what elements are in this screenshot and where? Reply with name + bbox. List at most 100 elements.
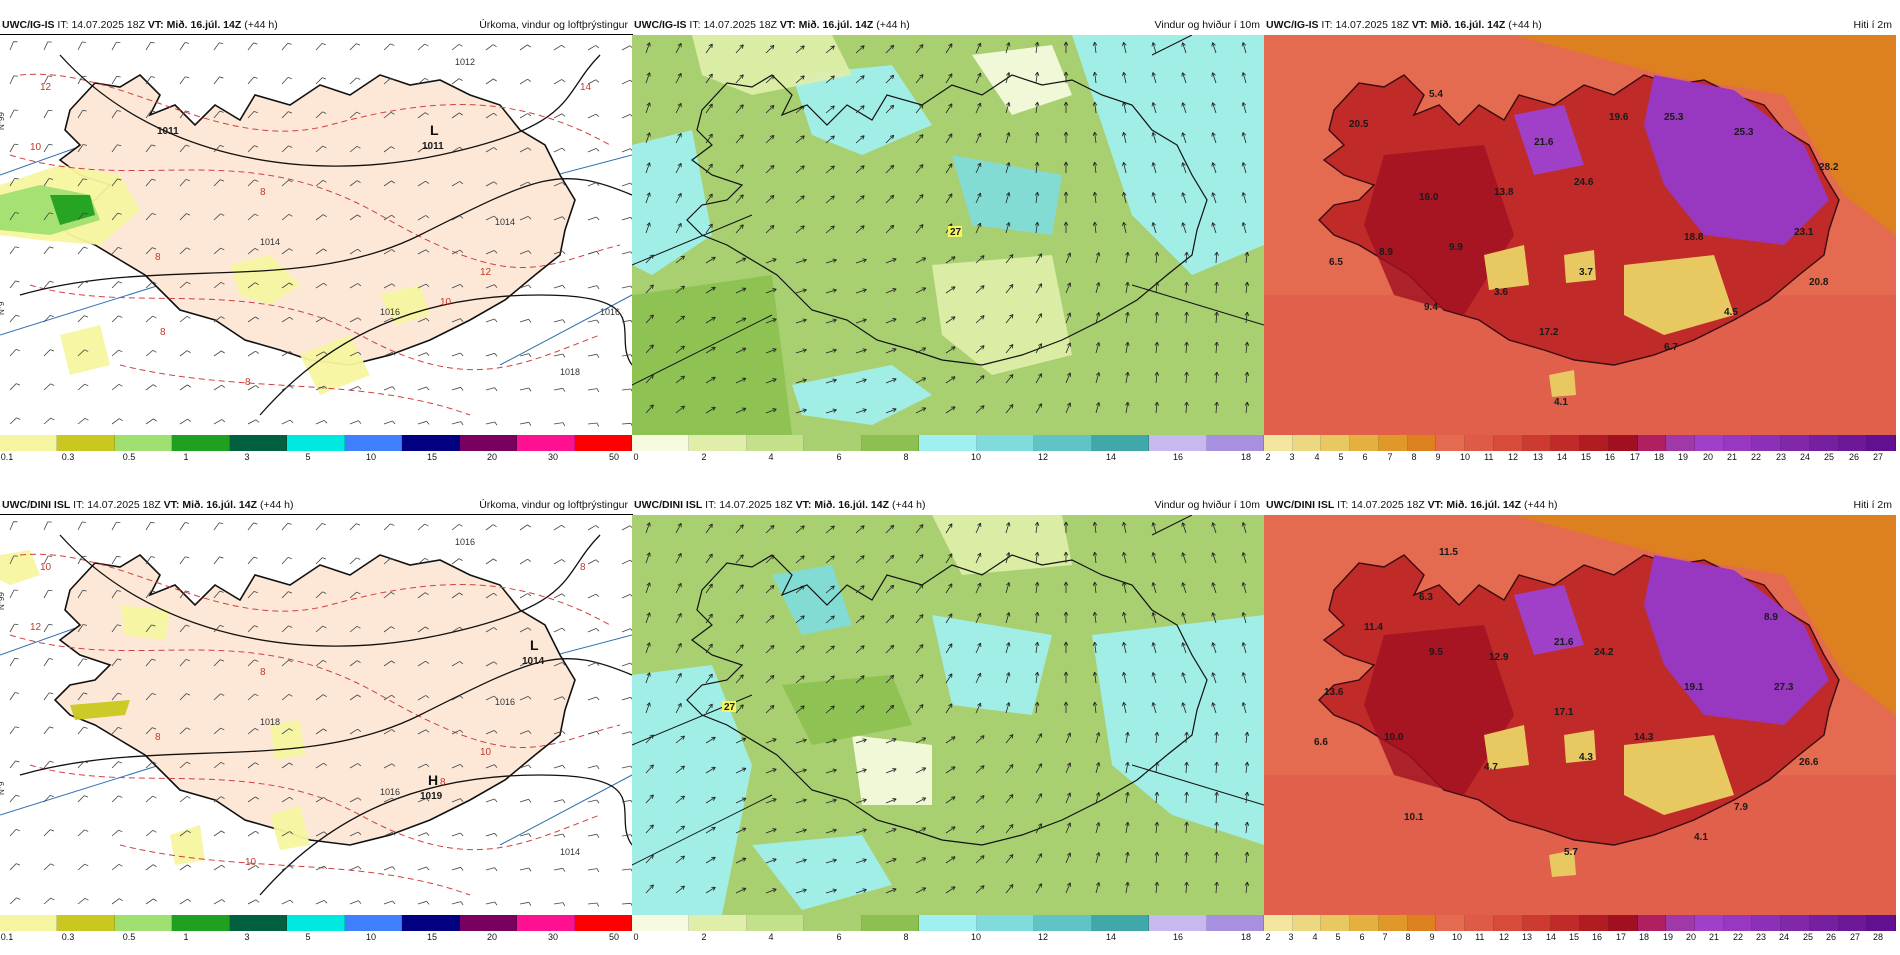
colorbar-tick-label: 8 — [1405, 932, 1410, 942]
it-label: IT: — [689, 19, 700, 31]
map-canvas: L101110111012101410141016101810161210888… — [0, 35, 632, 435]
temp-colorbar — [1264, 435, 1896, 451]
colorbar-tick-label: 4 — [768, 932, 773, 942]
colorbar-segment — [862, 435, 919, 451]
colorbar-segment — [575, 435, 632, 451]
temperature-value: 6.7 — [1664, 342, 1678, 353]
temperature-value: 20.5 — [1349, 119, 1369, 130]
vt-value: Mið. 16.júl. 14Z — [167, 19, 242, 31]
colorbar-tick-label: 8 — [1411, 452, 1416, 462]
temperature-contour-label: 10 — [30, 142, 42, 153]
temperature-value: 8.9 — [1379, 247, 1393, 258]
it-label: IT: — [73, 499, 84, 511]
temperature-value: 19.6 — [1609, 112, 1629, 123]
model-name: UWC/DINI ISL — [2, 499, 70, 511]
it-value: 14.07.2025 18Z — [87, 499, 161, 511]
colorbar-tick-label: 6 — [836, 452, 841, 462]
colorbar-tick-label: 16 — [1173, 932, 1183, 942]
temperature-contour-label: 8 — [245, 377, 251, 388]
temperature-value: 3.7 — [1579, 267, 1593, 278]
colorbar-tick-label: 15 — [427, 932, 437, 942]
colorbar-segment — [402, 435, 459, 451]
model-name: UWC/DINI ISL — [1266, 499, 1334, 511]
run-info: UWC/DINI ISL IT: 14.07.2025 18Z VT: Mið.… — [1266, 495, 1558, 515]
colorbar-segment — [1264, 435, 1293, 451]
colorbar-segment — [345, 435, 402, 451]
colorbar-tick-label: 18 — [1639, 932, 1649, 942]
vt-label: VT: — [1428, 499, 1444, 511]
colorbar-tick-label: 6 — [1359, 932, 1364, 942]
run-info: UWC/IG-IS IT: 14.07.2025 18Z VT: Mið. 16… — [634, 15, 910, 35]
colorbar-tick-label: 5 — [1335, 932, 1340, 942]
temperature-contour-label: 8 — [260, 667, 266, 678]
colorbar-segment — [632, 435, 689, 451]
isobar-value: 1014 — [260, 237, 280, 247]
isobar-value: 1016 — [495, 697, 515, 707]
temperature-value: 7.9 — [1734, 802, 1748, 813]
colorbar-segment — [1293, 435, 1322, 451]
temperature-value: 12.9 — [1489, 652, 1509, 663]
temperature-value: 10.0 — [1384, 732, 1404, 743]
colorbar-segment — [1695, 435, 1724, 451]
colorbar-tick-label: 16 — [1605, 452, 1615, 462]
isobar-value: 1018 — [260, 717, 280, 727]
colorbar-segment — [345, 915, 402, 931]
colorbar-segment — [1724, 915, 1753, 931]
temperature-contour-label: 10 — [245, 857, 257, 868]
colorbar-tick-label: 12 — [1508, 452, 1518, 462]
colorbar-tick-label: 14 — [1106, 932, 1116, 942]
panel-title: Vindur og hviður í 10m — [1155, 495, 1260, 515]
isobar-value: 1014 — [495, 217, 515, 227]
colorbar-segment — [402, 915, 459, 931]
it-value: 14.07.2025 18Z — [703, 19, 777, 31]
colorbar-segment — [689, 435, 746, 451]
colorbar-tick-label: 0 — [633, 452, 638, 462]
temperature-value: 18.8 — [1684, 232, 1704, 243]
isobar-value: 1016 — [455, 537, 475, 547]
wind-speed-area — [632, 275, 792, 435]
colorbar-tick-label: 6 — [1362, 452, 1367, 462]
colorbar-tick-label: 10 — [971, 932, 981, 942]
wind-panel-top: UWC/IG-IS IT: 14.07.2025 18Z VT: Mið. 16… — [632, 15, 1264, 475]
colorbar-tick-label: 10 — [366, 452, 376, 462]
colorbar-segment — [862, 915, 919, 931]
map-canvas: L1014H1019101610181016101610141012881081… — [0, 515, 632, 915]
colorbar-tick-label: 50 — [609, 452, 619, 462]
panel-header: UWC/IG-IS IT: 14.07.2025 18Z VT: Mið. 16… — [0, 15, 632, 35]
colorbar-segment — [230, 435, 287, 451]
colorbar-segment — [172, 915, 229, 931]
colorbar-tick-label: 10 — [971, 452, 981, 462]
latitude-label: N°9 — [0, 301, 6, 315]
temperature-value: 14.3 — [1634, 732, 1654, 743]
colorbar-segment — [1149, 915, 1206, 931]
temperature-value: 21.6 — [1534, 137, 1554, 148]
colorbar-tick-label: 4 — [768, 452, 773, 462]
it-value: 14.07.2025 18Z — [1335, 19, 1409, 31]
latitude-label: N°99 — [0, 112, 6, 130]
colorbar-tick-label: 14 — [1106, 452, 1116, 462]
temperature-value: 5.7 — [1564, 847, 1578, 858]
colorbar-segment — [57, 915, 114, 931]
temperature-value: 4.7 — [1484, 762, 1498, 773]
colorbar-tick-label: 15 — [1581, 452, 1591, 462]
temperature-value: 6.6 — [1314, 737, 1328, 748]
temperature-value: 4.5 — [1724, 307, 1738, 318]
colorbar-tick-label: 9 — [1429, 932, 1434, 942]
panel-title: Úrkoma, vindur og loftþrýstingur — [479, 495, 628, 515]
colorbar-segment — [1810, 915, 1839, 931]
colorbar-segment — [1781, 915, 1810, 931]
colorbar-tick-label: 13 — [1522, 932, 1532, 942]
colorbar-tick-label: 2 — [701, 932, 706, 942]
panel-header: UWC/IG-IS IT: 14.07.2025 18Z VT: Mið. 16… — [1264, 15, 1896, 35]
temperature-contour-label: 8 — [160, 327, 166, 338]
colorbar-tick-label: 18 — [1241, 932, 1251, 942]
colorbar-tick-label: 25 — [1824, 452, 1834, 462]
panel-title: Hiti í 2m — [1853, 495, 1892, 515]
